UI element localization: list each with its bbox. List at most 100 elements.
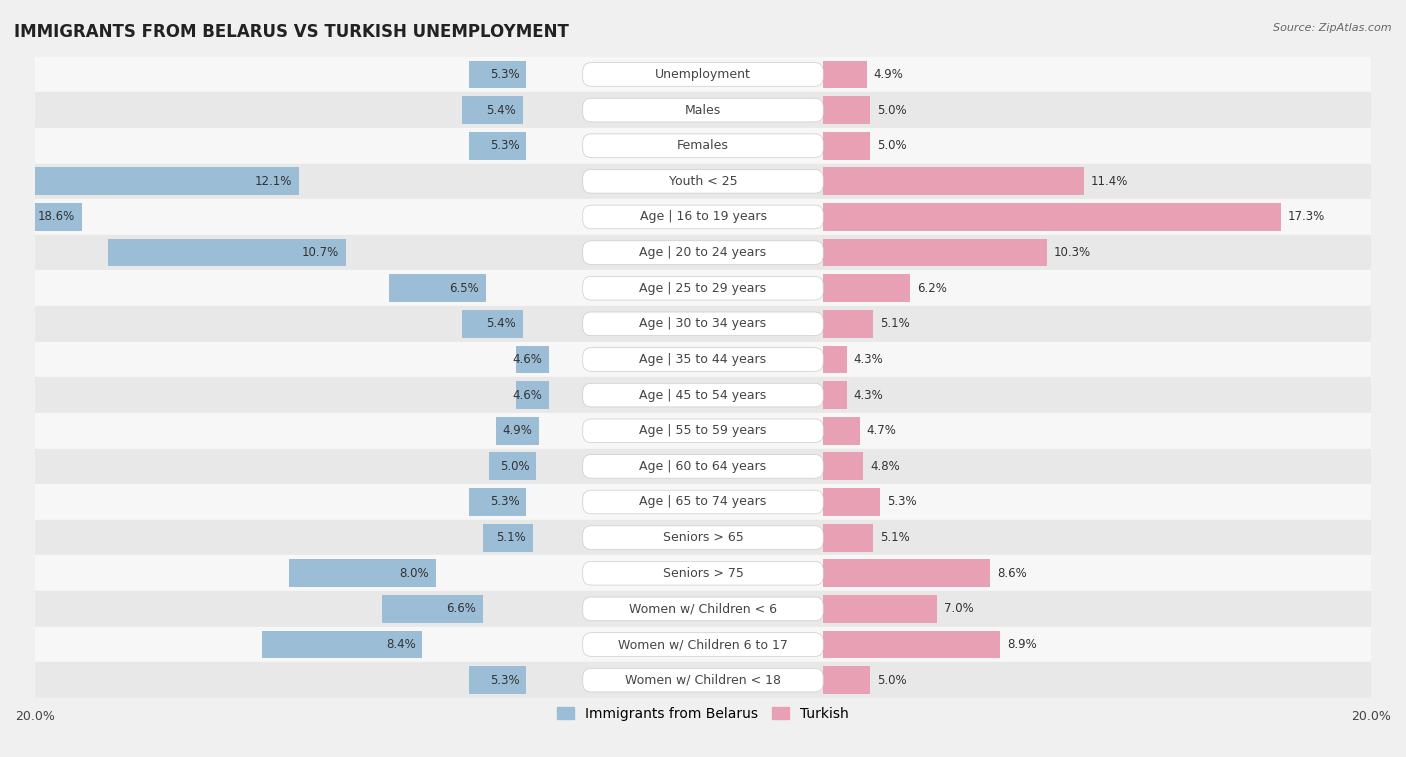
Text: 6.5%: 6.5% xyxy=(450,282,479,294)
Text: 4.3%: 4.3% xyxy=(853,388,883,402)
FancyBboxPatch shape xyxy=(582,383,824,407)
Text: Women w/ Children < 18: Women w/ Children < 18 xyxy=(626,674,780,687)
Text: 5.4%: 5.4% xyxy=(486,104,516,117)
FancyBboxPatch shape xyxy=(582,491,824,514)
Text: Age | 30 to 34 years: Age | 30 to 34 years xyxy=(640,317,766,330)
Text: Youth < 25: Youth < 25 xyxy=(669,175,737,188)
Text: 12.1%: 12.1% xyxy=(254,175,292,188)
FancyBboxPatch shape xyxy=(582,241,824,264)
Bar xyxy=(824,238,1047,266)
Text: 4.8%: 4.8% xyxy=(870,459,900,473)
Text: 5.3%: 5.3% xyxy=(489,139,519,152)
Bar xyxy=(35,627,1371,662)
Text: 4.9%: 4.9% xyxy=(873,68,903,81)
FancyBboxPatch shape xyxy=(582,170,824,193)
Bar xyxy=(35,341,1371,377)
Text: 5.1%: 5.1% xyxy=(880,531,910,544)
Bar xyxy=(824,488,880,516)
Bar xyxy=(470,132,526,160)
Text: Age | 20 to 24 years: Age | 20 to 24 years xyxy=(640,246,766,259)
Text: 5.1%: 5.1% xyxy=(496,531,526,544)
Bar xyxy=(824,595,936,623)
Bar xyxy=(824,524,873,552)
Text: 4.6%: 4.6% xyxy=(513,388,543,402)
Bar xyxy=(35,449,1371,484)
Bar xyxy=(108,238,346,266)
Text: Unemployment: Unemployment xyxy=(655,68,751,81)
Bar xyxy=(262,631,422,659)
Text: 4.9%: 4.9% xyxy=(503,424,533,438)
Bar xyxy=(516,346,550,373)
Bar xyxy=(35,591,1371,627)
Text: 6.2%: 6.2% xyxy=(917,282,946,294)
Bar xyxy=(824,417,860,444)
FancyBboxPatch shape xyxy=(582,419,824,443)
Bar xyxy=(35,413,1371,449)
Text: 5.1%: 5.1% xyxy=(880,317,910,330)
Text: 5.3%: 5.3% xyxy=(489,674,519,687)
Bar xyxy=(35,556,1371,591)
Bar xyxy=(463,310,523,338)
Bar xyxy=(489,453,536,480)
Bar xyxy=(824,96,870,124)
Bar xyxy=(35,377,1371,413)
Text: 10.3%: 10.3% xyxy=(1053,246,1091,259)
FancyBboxPatch shape xyxy=(582,597,824,621)
Text: 18.6%: 18.6% xyxy=(38,210,75,223)
Text: 5.3%: 5.3% xyxy=(887,496,917,509)
Bar xyxy=(35,270,1371,306)
Text: 4.3%: 4.3% xyxy=(853,353,883,366)
Text: Age | 35 to 44 years: Age | 35 to 44 years xyxy=(640,353,766,366)
Bar xyxy=(470,666,526,694)
Text: 8.6%: 8.6% xyxy=(997,567,1026,580)
Bar xyxy=(516,382,550,409)
Bar xyxy=(824,666,870,694)
Text: Women w/ Children 6 to 17: Women w/ Children 6 to 17 xyxy=(619,638,787,651)
Bar xyxy=(496,417,540,444)
Text: Seniors > 65: Seniors > 65 xyxy=(662,531,744,544)
Bar xyxy=(824,382,846,409)
Text: 4.7%: 4.7% xyxy=(866,424,897,438)
Bar xyxy=(389,274,486,302)
Text: Age | 55 to 59 years: Age | 55 to 59 years xyxy=(640,424,766,438)
FancyBboxPatch shape xyxy=(582,312,824,335)
Bar xyxy=(15,167,299,195)
Bar xyxy=(482,524,533,552)
Bar xyxy=(824,559,990,587)
Text: Males: Males xyxy=(685,104,721,117)
Bar xyxy=(824,132,870,160)
Bar xyxy=(0,203,82,231)
Text: 5.4%: 5.4% xyxy=(486,317,516,330)
Bar xyxy=(470,488,526,516)
FancyBboxPatch shape xyxy=(582,347,824,371)
FancyBboxPatch shape xyxy=(582,134,824,157)
Text: 4.6%: 4.6% xyxy=(513,353,543,366)
Bar xyxy=(35,92,1371,128)
Text: Women w/ Children < 6: Women w/ Children < 6 xyxy=(628,603,778,615)
Bar xyxy=(35,306,1371,341)
Text: 7.0%: 7.0% xyxy=(943,603,973,615)
Text: 5.3%: 5.3% xyxy=(489,496,519,509)
Text: Age | 16 to 19 years: Age | 16 to 19 years xyxy=(640,210,766,223)
Bar xyxy=(35,235,1371,270)
Bar xyxy=(35,520,1371,556)
FancyBboxPatch shape xyxy=(582,562,824,585)
FancyBboxPatch shape xyxy=(582,276,824,300)
Bar xyxy=(824,310,873,338)
Text: 8.0%: 8.0% xyxy=(399,567,429,580)
Text: 8.4%: 8.4% xyxy=(387,638,416,651)
Bar xyxy=(824,346,846,373)
Text: Age | 25 to 29 years: Age | 25 to 29 years xyxy=(640,282,766,294)
Bar xyxy=(463,96,523,124)
FancyBboxPatch shape xyxy=(582,205,824,229)
Text: Seniors > 75: Seniors > 75 xyxy=(662,567,744,580)
FancyBboxPatch shape xyxy=(582,98,824,122)
Bar xyxy=(470,61,526,89)
Text: Source: ZipAtlas.com: Source: ZipAtlas.com xyxy=(1274,23,1392,33)
FancyBboxPatch shape xyxy=(582,63,824,86)
Text: 5.0%: 5.0% xyxy=(877,104,907,117)
Text: 5.0%: 5.0% xyxy=(499,459,529,473)
Text: 8.9%: 8.9% xyxy=(1007,638,1036,651)
Text: Age | 45 to 54 years: Age | 45 to 54 years xyxy=(640,388,766,402)
Legend: Immigrants from Belarus, Turkish: Immigrants from Belarus, Turkish xyxy=(551,701,855,726)
